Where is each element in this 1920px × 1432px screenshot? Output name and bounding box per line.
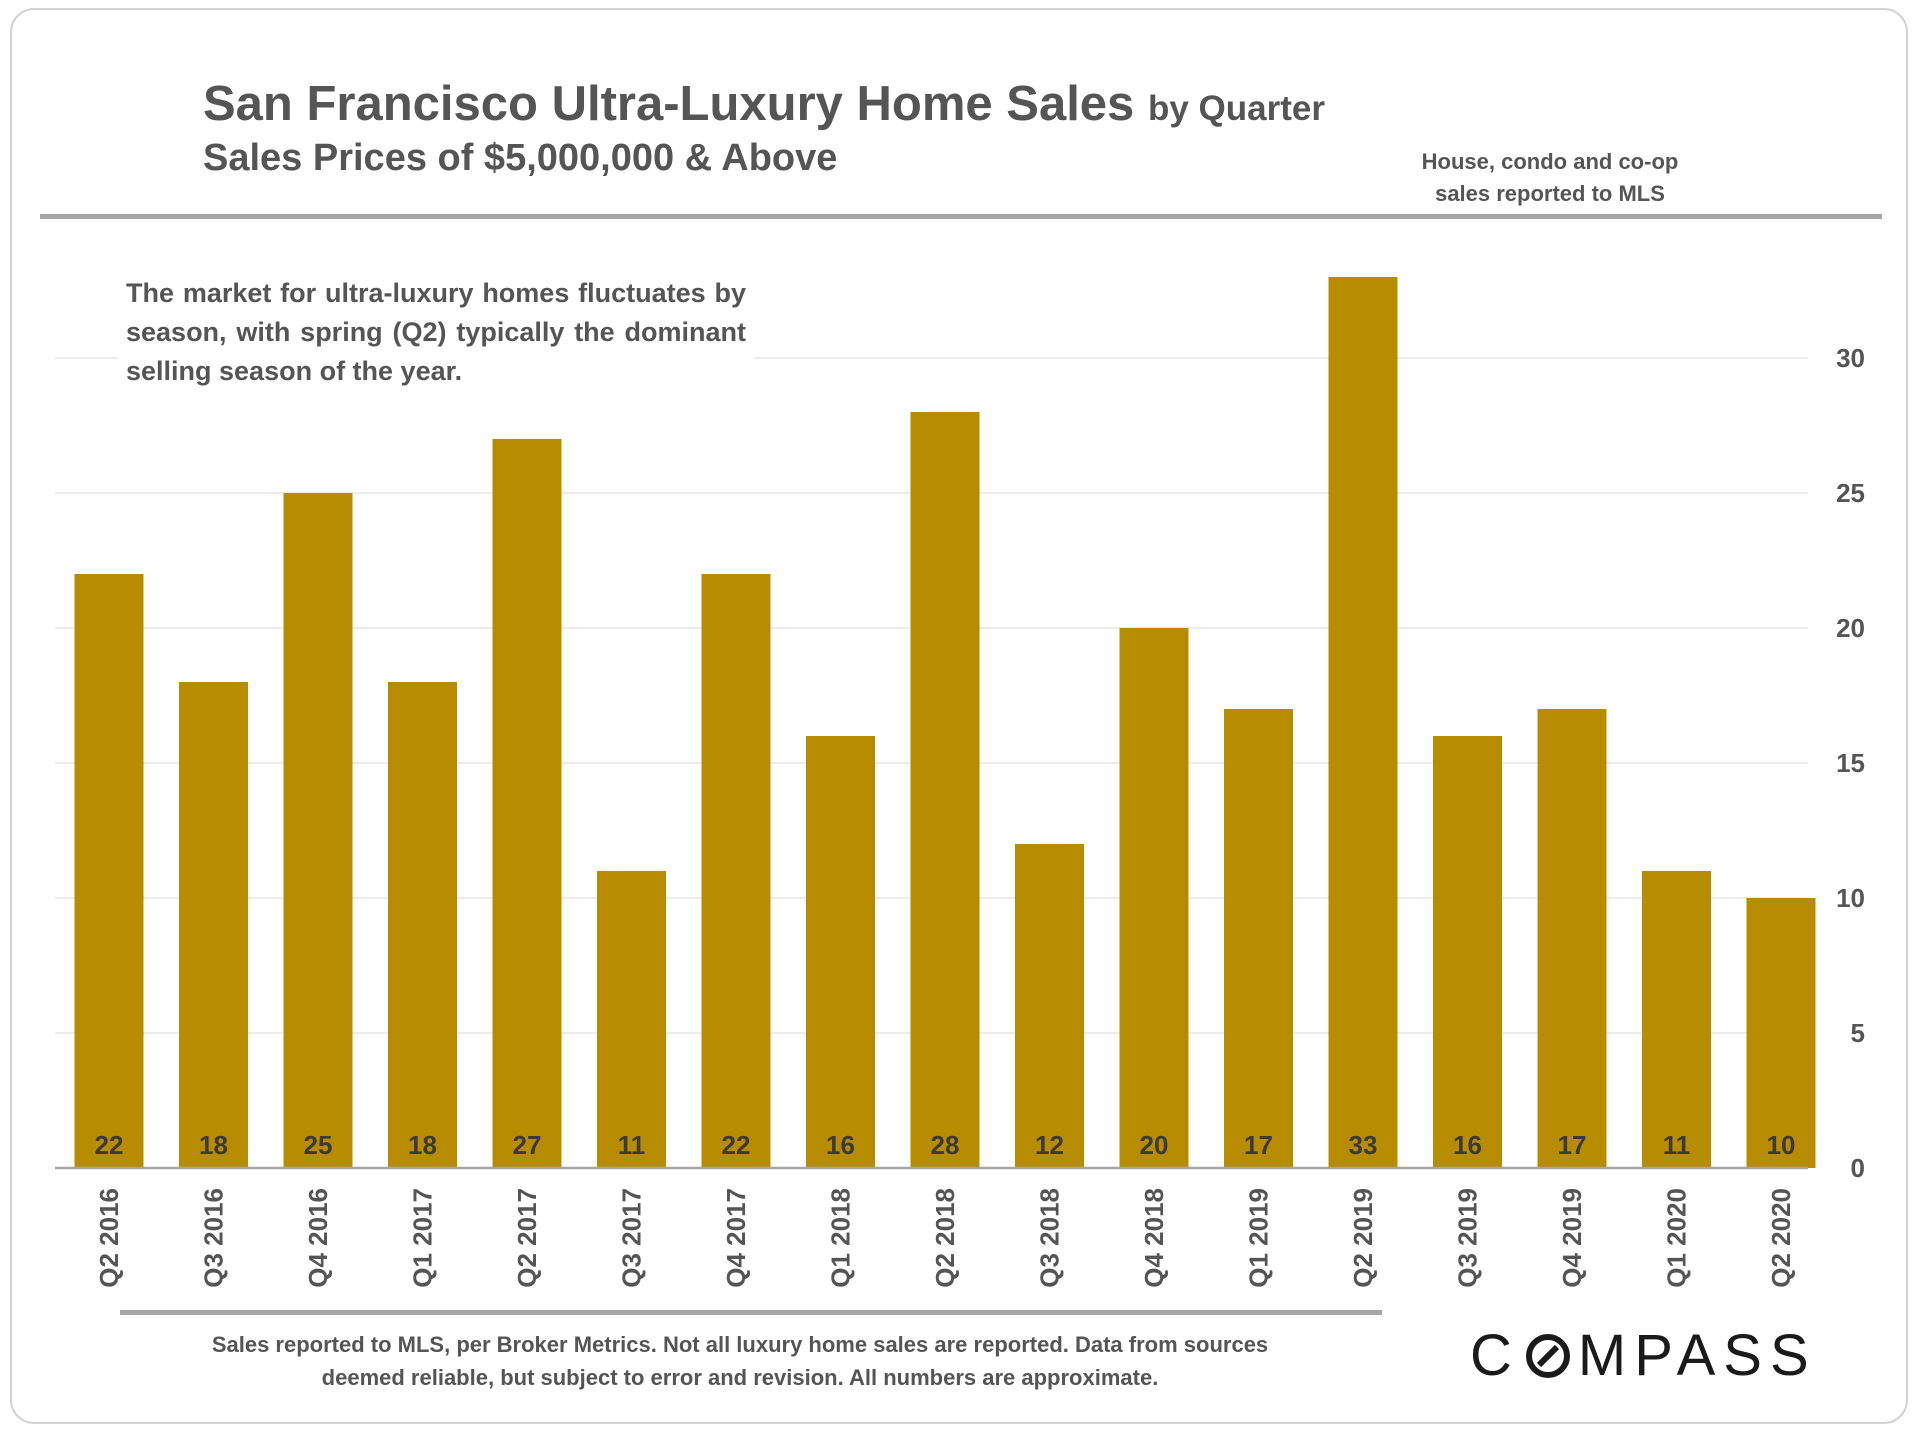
data-label: 10 (1767, 1130, 1796, 1160)
y-tick-label: 15 (1836, 748, 1865, 778)
y-tick-label: 0 (1851, 1153, 1865, 1183)
x-tick-label: Q4 2016 (303, 1188, 333, 1288)
source-note-line1: House, condo and co-op (1421, 149, 1679, 174)
bar (597, 871, 666, 1168)
footer-divider (120, 1310, 1382, 1315)
y-tick-label: 25 (1836, 478, 1865, 508)
footnote: Sales reported to MLS, per Broker Metric… (140, 1328, 1340, 1394)
footnote-line2: deemed reliable, but subject to error an… (321, 1365, 1159, 1390)
data-label: 17 (1244, 1130, 1273, 1160)
data-label: 20 (1140, 1130, 1169, 1160)
bar (1746, 898, 1816, 1168)
source-note-line2: sales reported to MLS (1435, 181, 1665, 206)
y-tick-label: 10 (1836, 883, 1865, 913)
x-tick-label: Q1 2020 (1662, 1188, 1692, 1288)
data-label: 17 (1558, 1130, 1587, 1160)
bar (1537, 709, 1607, 1168)
data-label: 25 (304, 1130, 333, 1160)
bar (1642, 871, 1711, 1168)
compass-logo: C MPASS (1470, 1322, 1830, 1389)
y-tick-label: 30 (1836, 343, 1865, 373)
bar (492, 439, 562, 1168)
bar (701, 574, 771, 1168)
chart-title-suffix: by Quarter (1147, 89, 1325, 128)
bar (179, 682, 248, 1168)
x-tick-label: Q2 2020 (1766, 1188, 1796, 1288)
bar (1119, 628, 1189, 1168)
data-label: 22 (722, 1130, 751, 1160)
x-tick-label: Q1 2019 (1244, 1188, 1274, 1288)
source-note: House, condo and co-op sales reported to… (1380, 146, 1720, 210)
data-label: 16 (826, 1130, 855, 1160)
x-tick-label: Q2 2018 (930, 1188, 960, 1288)
logo-text-end: MPASS (1577, 1323, 1817, 1388)
bar (388, 682, 457, 1168)
compass-o-icon (1525, 1333, 1570, 1378)
data-label: 33 (1349, 1130, 1378, 1160)
chart-title-main: San Francisco Ultra-Luxury Home Sales (203, 77, 1135, 131)
data-label: 11 (1663, 1130, 1691, 1160)
chart-annotation: The market for ultra-luxury homes fluctu… (118, 270, 754, 395)
x-tick-label: Q2 2019 (1348, 1188, 1378, 1288)
x-tick-label: Q2 2017 (512, 1188, 542, 1288)
x-tick-label: Q4 2018 (1139, 1188, 1169, 1288)
data-label: 18 (408, 1130, 437, 1160)
bar (74, 574, 144, 1168)
bar (1328, 277, 1398, 1168)
chart-subtitle: Sales Prices of $5,000,000 & Above (203, 137, 838, 179)
x-tick-label: Q4 2019 (1557, 1188, 1587, 1288)
bar (1015, 844, 1084, 1168)
x-tick-label: Q3 2017 (617, 1188, 647, 1288)
data-label: 12 (1035, 1130, 1064, 1160)
footnote-line1: Sales reported to MLS, per Broker Metric… (211, 1332, 1269, 1357)
data-label: 28 (931, 1130, 960, 1160)
data-label: 22 (95, 1130, 124, 1160)
data-label: 18 (199, 1130, 228, 1160)
bar (806, 736, 875, 1168)
x-tick-label: Q1 2018 (826, 1188, 856, 1288)
x-tick-label: Q2 2016 (94, 1188, 124, 1288)
data-label: 16 (1453, 1130, 1482, 1160)
data-label: 27 (513, 1130, 542, 1160)
bar (1224, 709, 1293, 1168)
x-tick-label: Q1 2017 (408, 1188, 438, 1288)
chart-title: San Francisco Ultra-Luxury Home Sales by… (203, 76, 1325, 132)
bar (283, 493, 353, 1168)
x-tick-label: Q3 2016 (199, 1188, 229, 1288)
x-tick-label: Q4 2017 (721, 1188, 751, 1288)
bar (1433, 736, 1502, 1168)
y-tick-label: 5 (1851, 1018, 1865, 1048)
y-tick-label: 20 (1836, 613, 1865, 643)
logo-text-start: C (1470, 1323, 1520, 1388)
data-label: 11 (618, 1130, 646, 1160)
x-tick-label: Q3 2018 (1035, 1188, 1065, 1288)
bar (910, 412, 980, 1168)
header-divider (40, 214, 1882, 219)
x-tick-label: Q3 2019 (1453, 1188, 1483, 1288)
